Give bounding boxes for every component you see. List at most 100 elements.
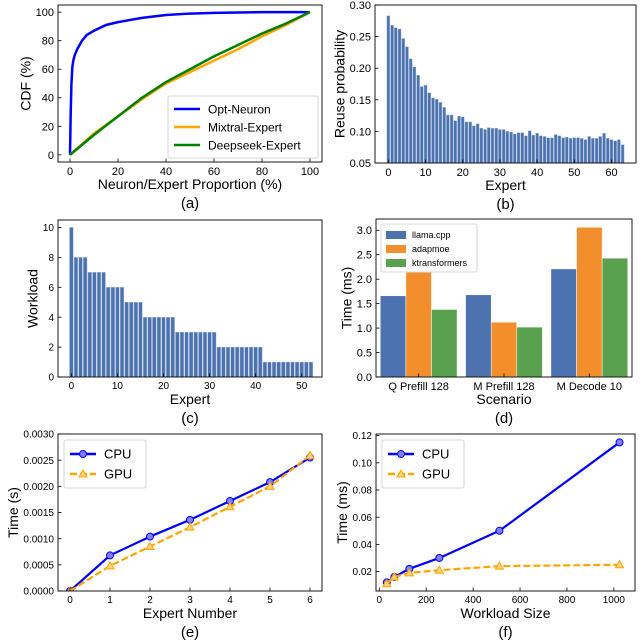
x-tick-label: 40 (250, 381, 262, 392)
legend-label: CPU (422, 447, 449, 462)
bar (620, 144, 625, 163)
bar (304, 361, 309, 377)
y-tick-label: 0.05 (350, 158, 371, 170)
bar (609, 139, 614, 163)
y-tick-label: 0.10 (350, 126, 371, 138)
axes-frame (57, 219, 323, 378)
bar-llama-cpp (465, 294, 492, 377)
y-tick-label: 0.20 (350, 63, 371, 75)
bar (152, 316, 157, 377)
data-point (435, 553, 444, 562)
bar (572, 137, 576, 163)
panel-e: 0 1 2 3 4 5 6 0.0000 0.0005 0.0010 0.0015 0.0020 0.0… (5, 430, 323, 641)
bar (565, 136, 569, 163)
plot-area (381, 438, 625, 588)
bar (221, 346, 226, 377)
x-tick-label: 20 (112, 166, 124, 178)
bar (554, 134, 558, 163)
data-point (495, 526, 504, 535)
y-tick-label: 0.02 (353, 567, 373, 578)
y-tick-label: 80 (42, 36, 54, 48)
legend-label: GPU (422, 467, 450, 482)
panel-caption: (f) (498, 624, 512, 641)
legend-label: Deepseek-Expert (208, 138, 301, 152)
bar (449, 114, 454, 163)
bar (617, 139, 621, 163)
y-tick-label: 0 (48, 373, 54, 384)
bar-ktransformers (601, 257, 628, 377)
y-tick-label: 4 (48, 313, 54, 324)
y-axis-label: Reuse probability (332, 30, 348, 138)
bar (230, 346, 235, 377)
x-tick-label: 1000 (603, 595, 626, 606)
bar (606, 138, 610, 163)
bar (598, 136, 602, 163)
data-point (185, 522, 195, 531)
legend: CPU GPU (381, 439, 465, 489)
bar (83, 257, 88, 377)
bar (394, 27, 398, 163)
bar (479, 128, 484, 163)
panel-caption: (e) (181, 624, 199, 641)
bar (225, 346, 231, 377)
bar (143, 316, 148, 377)
y-tick-label: 8 (48, 253, 54, 264)
legend-entry: llama.cpp (386, 230, 451, 240)
legend-label: Mixtral-Expert (208, 120, 283, 134)
bar (475, 123, 480, 163)
legend-marker (397, 450, 405, 458)
y-tick-label: 0.10 (353, 458, 373, 469)
bar (73, 257, 79, 377)
bar (531, 134, 536, 163)
bar (156, 316, 161, 377)
bar (138, 302, 143, 377)
panel-b: 0 10 20 30 40 50 60 0.05 0.10 0.15 0.20 0.25 0.30 Exp… (332, 0, 637, 213)
bar (520, 132, 524, 163)
bar (464, 121, 469, 163)
bar (568, 138, 573, 163)
bar (468, 121, 472, 163)
data-point (615, 438, 624, 447)
x-tick-label: 600 (512, 595, 529, 606)
bar (542, 136, 547, 163)
bar (189, 331, 194, 377)
y-axis-label: Time (ms) (334, 481, 350, 543)
bar-adapmoe (490, 321, 518, 377)
x-axis-label: Expert (485, 177, 526, 193)
bar (170, 316, 175, 377)
bar (129, 302, 134, 377)
bar (423, 85, 428, 163)
legend-marker (78, 468, 88, 478)
bar (557, 135, 562, 163)
bar (580, 138, 584, 163)
data-point (265, 481, 275, 490)
y-tick-label: 0.08 (353, 486, 373, 497)
bar (276, 361, 281, 377)
y-tick-label: 1.0 (357, 323, 372, 335)
bar (119, 287, 125, 377)
legend: CPU GPU (63, 439, 147, 489)
legend-label: CPU (104, 447, 131, 462)
y-tick-label: 0.0020 (23, 482, 54, 493)
legend-entry: Deepseek-Expert (174, 138, 301, 152)
y-tick-label: 0.04 (353, 540, 373, 551)
bar (561, 137, 565, 163)
bar (461, 116, 465, 163)
bar (505, 131, 510, 163)
data-point (146, 532, 154, 541)
legend-swatch (386, 259, 406, 267)
bar (501, 129, 506, 163)
panel-d: Q Prefill 128 M Prefill 128 M Decode 10 0.0… (339, 218, 633, 427)
bar (124, 302, 129, 377)
data-point (225, 501, 235, 511)
bar (416, 74, 420, 163)
bar (546, 137, 550, 163)
bar (435, 98, 439, 163)
y-tick-label: 0.0010 (23, 534, 54, 545)
bar (267, 361, 272, 377)
panel-c: 0 10 20 30 40 50 0 2 4 6 8 10 Expert Workload (c) (24, 219, 323, 427)
bar (198, 331, 203, 377)
bar (591, 138, 595, 163)
bar (69, 227, 74, 377)
